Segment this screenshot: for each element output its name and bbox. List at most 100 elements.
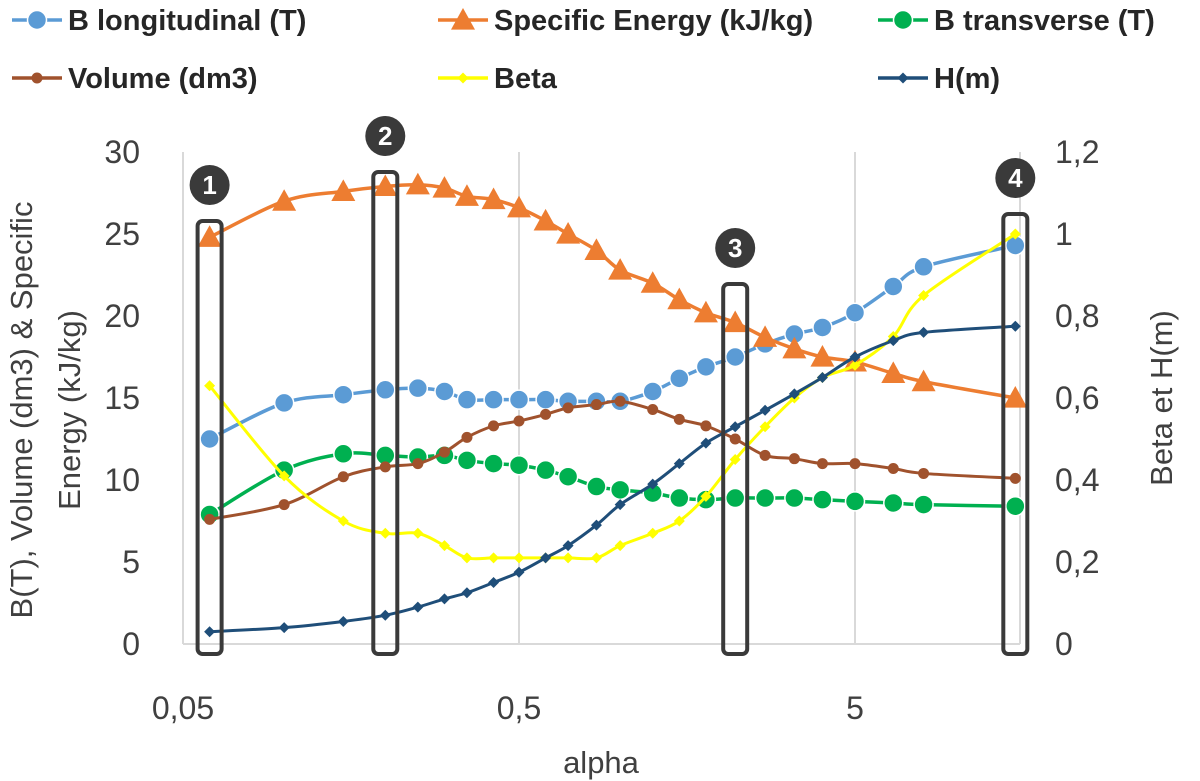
annotation-1: 1 <box>189 165 230 656</box>
legend-item-volume-dm3: Volume (dm3) <box>12 63 258 95</box>
data-point-specific-energy-kj-kg <box>753 325 778 347</box>
data-point-h-m <box>759 404 771 416</box>
data-point-b-longitudinal-t <box>508 389 530 410</box>
data-point-h-m <box>816 372 828 383</box>
legend-label: Volume (dm3) <box>68 63 258 95</box>
data-point-beta <box>337 515 349 527</box>
data-point-specific-energy-kj-kg <box>667 287 692 310</box>
data-point-specific-energy-kj-kg <box>481 187 506 210</box>
data-point-b-longitudinal-t <box>407 377 429 399</box>
y2-axis-title: Beta et H(m) <box>1144 310 1179 486</box>
data-point-b-transverse-t <box>557 466 579 487</box>
legend-swatch-marker <box>31 72 43 84</box>
series-line-specific-energy-kj-kg <box>208 182 1016 400</box>
legend-item-h-m: H(m) <box>878 63 1000 95</box>
data-point-h-m <box>278 622 290 634</box>
data-point-specific-energy-kj-kg <box>405 172 430 195</box>
data-point-b-transverse-t <box>784 487 805 509</box>
data-point-h-m <box>438 593 450 605</box>
data-point-beta <box>1009 228 1021 240</box>
x-axis-title: alpha <box>563 745 640 780</box>
data-point-specific-energy-kj-kg <box>810 345 835 367</box>
x-tick-label: 5 <box>846 690 864 726</box>
data-point-h-m <box>562 540 574 552</box>
data-point-beta <box>849 359 861 371</box>
data-point-b-longitudinal-t <box>695 356 717 378</box>
data-point-h-m <box>700 437 712 449</box>
data-point-b-transverse-t <box>535 459 556 481</box>
y-tick-label: 0 <box>122 626 140 662</box>
annotation-2: 2 <box>365 116 406 656</box>
data-point-beta <box>918 290 930 301</box>
legend-label: B transverse (T) <box>934 5 1155 37</box>
series-h-m <box>204 320 1021 638</box>
y2-axis-ticks: 0 0,2 0,4 0,6 0,8 1 1,2 <box>1055 134 1099 662</box>
data-point-b-longitudinal-t <box>724 346 746 368</box>
data-point-specific-energy-kj-kg <box>197 225 222 247</box>
data-point-b-longitudinal-t <box>333 384 354 405</box>
data-point-beta <box>412 527 424 539</box>
annotation-label: 4 <box>1008 163 1023 193</box>
data-point-h-m <box>849 351 861 363</box>
data-point-specific-energy-kj-kg <box>723 310 748 333</box>
data-point-volume-dm3 <box>278 499 290 511</box>
data-point-b-transverse-t <box>913 494 934 515</box>
annotation-label: 1 <box>202 170 216 200</box>
data-point-volume-dm3 <box>729 433 741 445</box>
data-point-b-longitudinal-t <box>483 389 504 410</box>
y-axis-title-line-2: Energy (kJ/kg) <box>52 310 87 510</box>
data-point-specific-energy-kj-kg <box>331 179 356 201</box>
y-axis-title-line-1: B(T), Volume (dm3) & Specific <box>4 202 39 619</box>
data-point-volume-dm3 <box>700 420 712 432</box>
data-point-h-m <box>887 335 899 347</box>
data-point-specific-energy-kj-kg <box>272 189 297 211</box>
x-tick-label: 0,5 <box>497 690 541 726</box>
legend-swatch-marker <box>897 72 909 84</box>
data-point-b-longitudinal-t <box>434 381 455 402</box>
x-tick-label: 0,05 <box>152 690 214 726</box>
data-point-b-transverse-t <box>844 491 866 512</box>
data-point-h-m <box>647 478 659 490</box>
y-tick-label: 10 <box>104 462 140 498</box>
data-point-beta <box>513 552 525 564</box>
data-point-b-transverse-t <box>609 479 631 501</box>
data-point-volume-dm3 <box>204 513 216 525</box>
data-point-specific-energy-kj-kg <box>608 258 633 280</box>
y2-tick-label: 1,2 <box>1055 134 1099 170</box>
annotation-badge <box>189 165 230 205</box>
y-tick-label: 30 <box>104 134 140 170</box>
data-point-b-longitudinal-t <box>535 389 556 410</box>
data-point-volume-dm3 <box>488 420 500 432</box>
data-point-volume-dm3 <box>461 431 473 443</box>
data-point-beta <box>614 540 626 552</box>
data-point-b-transverse-t <box>883 492 904 514</box>
data-point-specific-energy-kj-kg <box>1003 386 1028 408</box>
data-point-b-transverse-t <box>483 453 504 474</box>
y2-tick-label: 1 <box>1055 216 1073 252</box>
annotation-badge <box>995 158 1036 198</box>
data-point-h-m <box>788 388 800 400</box>
legend-label: Beta <box>494 63 558 95</box>
data-point-h-m <box>204 626 216 638</box>
data-point-beta <box>729 454 741 465</box>
data-point-beta <box>700 490 712 502</box>
data-point-h-m <box>379 609 391 621</box>
series-line-h-m <box>209 324 1016 634</box>
data-point-h-m <box>729 421 741 433</box>
data-point-specific-energy-kj-kg <box>640 271 665 293</box>
annotation-3: 3 <box>715 228 756 656</box>
data-point-specific-energy-kj-kg <box>911 369 936 392</box>
data-point-b-longitudinal-t <box>375 379 396 401</box>
legend-item-beta: Beta <box>438 63 558 95</box>
data-point-volume-dm3 <box>849 458 861 470</box>
legend-label: B longitudinal (T) <box>68 5 306 37</box>
y2-tick-label: 0,8 <box>1055 298 1099 334</box>
y-axis-ticks: 0 5 10 15 20 25 30 <box>104 134 140 662</box>
data-point-volume-dm3 <box>887 463 899 475</box>
y2-tick-label: 0,4 <box>1055 462 1099 498</box>
data-point-b-longitudinal-t <box>642 381 663 402</box>
data-point-beta <box>673 515 685 527</box>
data-point-b-transverse-t <box>1005 495 1026 517</box>
data-point-volume-dm3 <box>337 471 349 483</box>
